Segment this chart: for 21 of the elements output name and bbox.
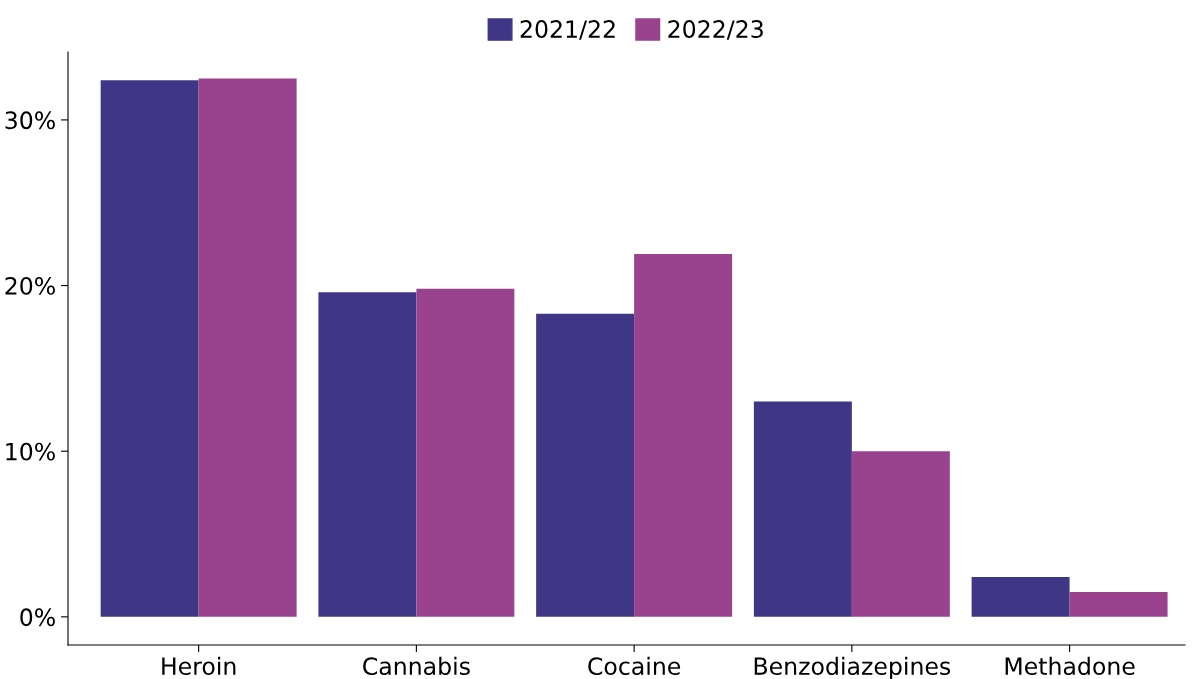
bar	[1069, 591, 1168, 617]
x-tick-label: Heroin	[162, 656, 236, 676]
bar	[100, 80, 199, 617]
bar	[318, 292, 417, 617]
bar	[416, 288, 515, 617]
y-tick-label: 20%	[5, 277, 55, 295]
y-tick-label: 10%	[6, 442, 55, 461]
bar	[634, 254, 733, 617]
bar	[536, 313, 635, 617]
y-tick-label: 0%	[20, 608, 55, 627]
x-tick-label: Methadone	[1005, 656, 1135, 676]
y-tick-label: 30%	[5, 111, 55, 130]
legend-label: 2022/23	[668, 20, 763, 40]
x-tick-label: Cocaine	[588, 656, 681, 676]
bar	[198, 78, 297, 617]
x-tick-label: Cannabis	[363, 656, 470, 676]
bar	[851, 451, 950, 617]
bar	[753, 401, 852, 617]
bar	[971, 577, 1070, 617]
legend-label: 2021/22	[520, 20, 615, 40]
x-tick-label: Benzodiazepines	[754, 656, 951, 679]
